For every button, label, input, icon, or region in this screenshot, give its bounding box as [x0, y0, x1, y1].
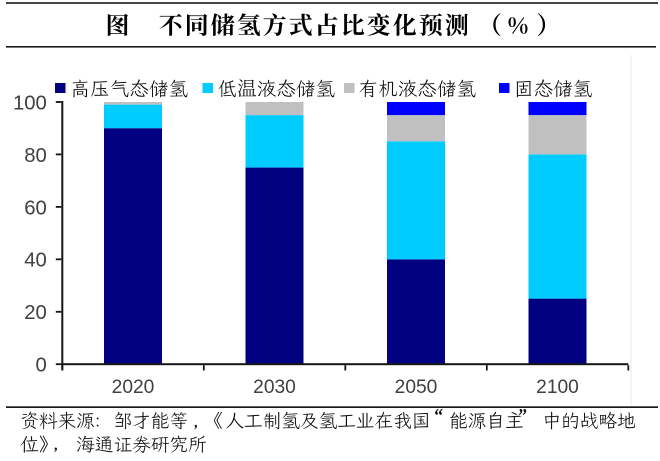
svg-text:80: 80 — [24, 145, 47, 167]
svg-text:2020: 2020 — [112, 377, 155, 398]
svg-text:20: 20 — [24, 302, 47, 324]
svg-text:100: 100 — [13, 92, 47, 114]
svg-text:2100: 2100 — [536, 377, 579, 398]
svg-text:40: 40 — [24, 250, 47, 272]
svg-text:2030: 2030 — [253, 377, 296, 398]
svg-text:60: 60 — [24, 197, 47, 219]
svg-text:0: 0 — [36, 355, 47, 377]
svg-text:2050: 2050 — [395, 377, 438, 398]
